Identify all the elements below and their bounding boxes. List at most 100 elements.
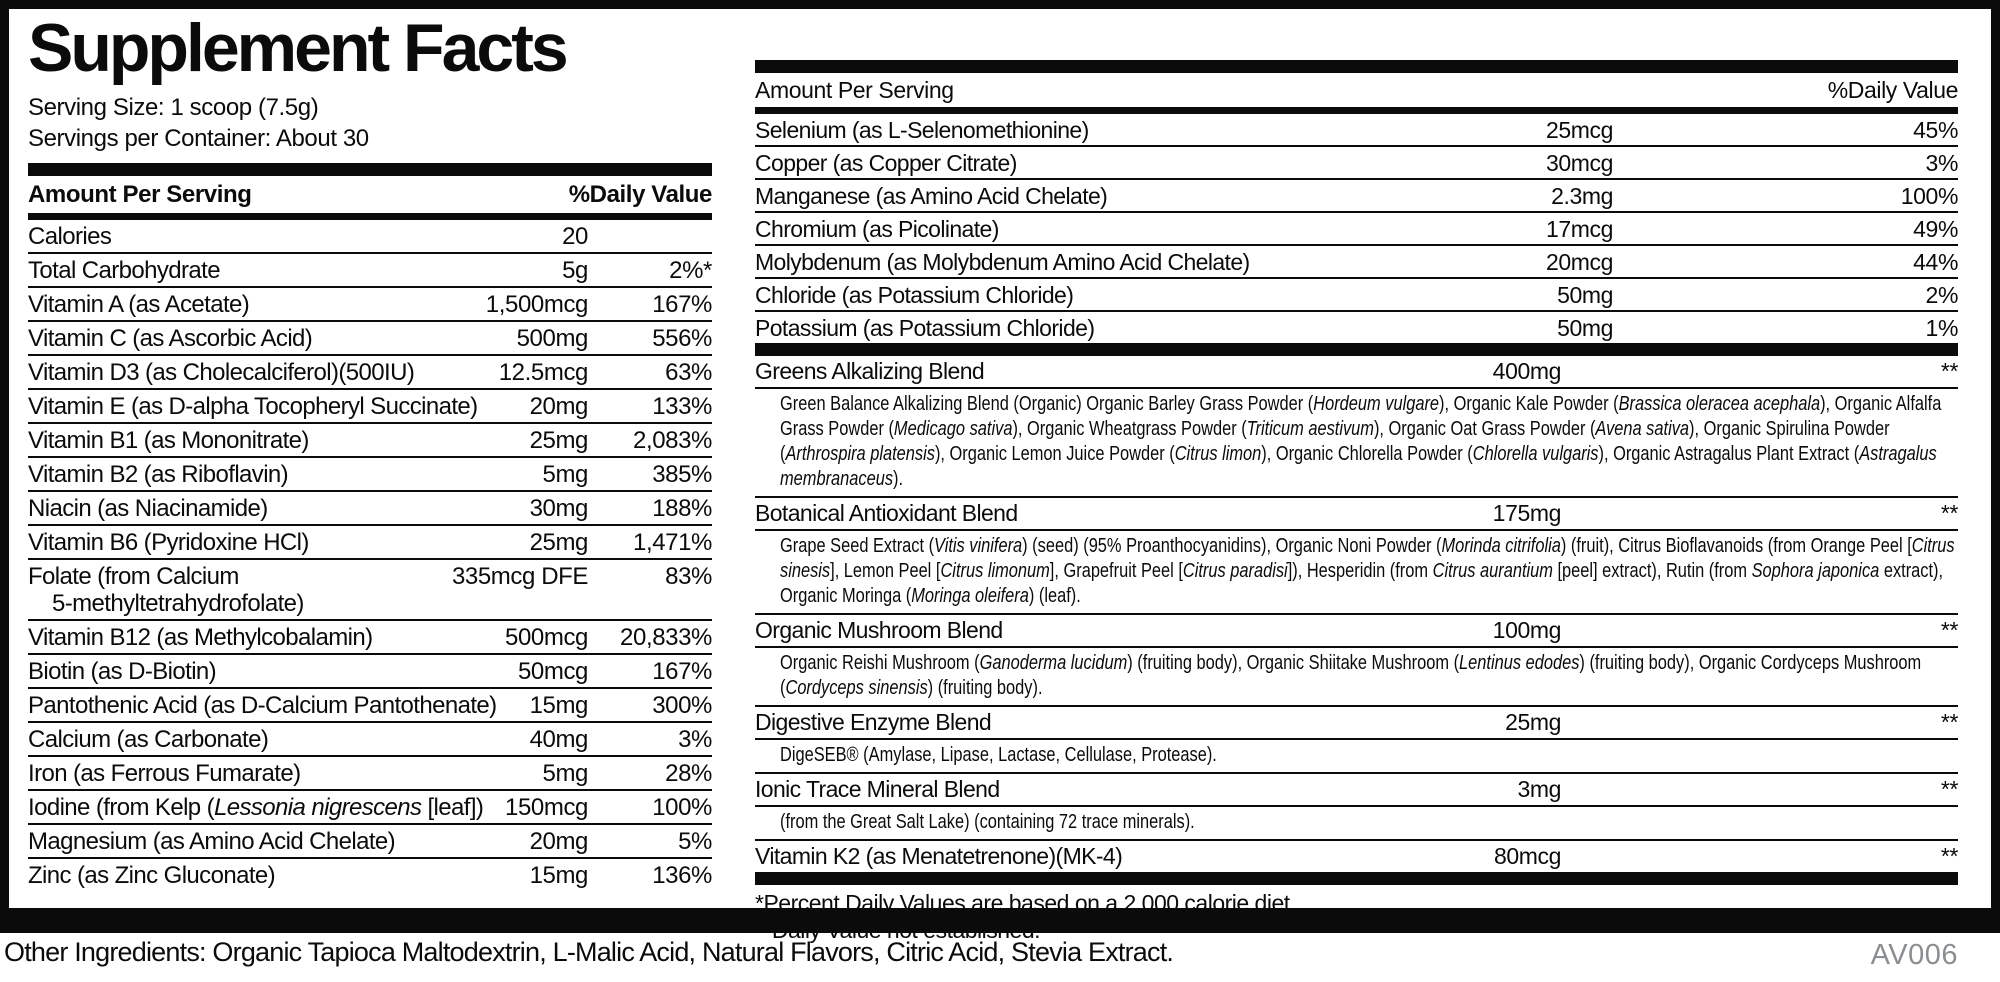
blend-description: DigeSEB® (Amylase, Lipase, Lactase, Cell… [755, 738, 1958, 772]
nutrient-amount: 20 [562, 223, 588, 251]
nutrient-daily-value: 5% [678, 828, 712, 856]
left-daily-value-header: %Daily Value [568, 181, 713, 209]
nutrient-row: Pantothenic Acid (as D-Calcium Pantothen… [28, 687, 712, 721]
nutrient-row: Niacin (as Niacinamide) 30mg 188% [28, 490, 712, 524]
nutrient-daily-value: 28% [665, 760, 712, 788]
nutrient-row: Potassium (as Potassium Chloride) 50mg 1% [755, 310, 1958, 343]
nutrient-amount: 50mg [1557, 315, 1613, 341]
nutrient-amount: 30mcg [1545, 150, 1613, 176]
nutrient-daily-value: 300% [652, 692, 712, 720]
nutrient-name: Manganese (as Amino Acid Chelate) [755, 183, 1108, 209]
other-ingredients-text: Other Ingredients: Organic Tapioca Malto… [4, 937, 1174, 967]
nutrient-name: Folate (from Calcium 5-methyltetrahydrofo… [28, 563, 712, 617]
blend-amount: 25mg [1505, 709, 1561, 735]
nutrient-daily-value: 1,471% [633, 529, 712, 557]
nutrient-name: Calories [28, 223, 112, 251]
nutrient-amount: 2.3mg [1551, 183, 1613, 209]
nutrient-amount: 1,500mcg [485, 291, 589, 319]
nutrient-name: Magnesium (as Amino Acid Chelate) [28, 828, 396, 856]
nutrient-row: Molybdenum (as Molybdenum Amino Acid Che… [755, 244, 1958, 277]
blend-daily-value: ** [1940, 617, 1959, 643]
nutrient-daily-value: 83% [665, 563, 712, 591]
servings-per-container-line: Servings per Container: About 30 [28, 125, 369, 153]
blend-description: Grape Seed Extract (Vitis vinifera) (see… [755, 529, 1958, 613]
nutrient-daily-value: 2%* [669, 257, 712, 285]
nutrient-row: Vitamin B2 (as Riboflavin) 5mg 385% [28, 456, 712, 490]
left-table-rows: Calories 20 Total Carbohydrate 5g 2%* Vitamin… [28, 220, 712, 891]
blend-description: (from the Great Salt Lake) (containing 7… [755, 805, 1958, 839]
nutrient-name: Iodine (from Kelp (Lessonia nigrescens [… [28, 794, 484, 822]
nutrient-row: Vitamin B12 (as Methylcobalamin) 500mcg 20… [28, 619, 712, 653]
blend-amount: 100mg [1492, 617, 1562, 643]
nutrient-amount: 5mg [542, 461, 589, 489]
label-border-left [0, 0, 9, 933]
nutrient-daily-value: 136% [652, 862, 712, 890]
nutrient-amount: 20mg [529, 393, 589, 421]
nutrient-daily-value: 1% [1925, 315, 1959, 341]
blend-amount: 3mg [1517, 776, 1561, 802]
left-header-top-bar [28, 163, 712, 177]
blend-name: Digestive Enzyme Blend [755, 709, 992, 735]
nutrient-name-line2: 5-methyltetrahydrofolate) [52, 590, 304, 618]
blend-amount: 400mg [1492, 358, 1562, 384]
nutrient-amount: 25mcg [1545, 117, 1613, 143]
nutrient-daily-value: 100% [1900, 183, 1959, 209]
nutrient-daily-value: 2% [1925, 282, 1959, 308]
nutrient-daily-value: 100% [652, 794, 712, 822]
nutrient-row: Chromium (as Picolinate) 17mcg 49% [755, 211, 1958, 244]
blend-description-text: Grape Seed Extract (Vitis vinifera) (see… [780, 535, 1955, 607]
nutrient-row: Magnesium (as Amino Acid Chelate) 20mg 5% [28, 823, 712, 857]
nutrient-row: Calories 20 [28, 220, 712, 252]
blend-row: Vitamin K2 (as Menatetrenone)(MK-4) 80mcg… [755, 839, 1958, 872]
nutrient-row: Manganese (as Amino Acid Chelate) 2.3mg 10… [755, 178, 1958, 211]
label-code: AV006 [1870, 939, 1958, 971]
blend-row: Organic Mushroom Blend 100mg ** [755, 613, 1958, 646]
nutrient-amount: 15mg [529, 862, 589, 890]
nutrient-amount: 25mg [529, 529, 589, 557]
nutrient-amount: 20mg [529, 828, 589, 856]
nutrient-name: Biotin (as D-Biotin) [28, 658, 217, 686]
right-header-bottom-bar [755, 107, 1958, 114]
nutrient-name: Vitamin B12 (as Methylcobalamin) [28, 624, 373, 652]
left-table-header: Amount Per Serving %Daily Value [28, 176, 712, 213]
blend-row: Greens Alkalizing Blend 400mg ** [755, 356, 1958, 387]
blend-section-bottom-bar [755, 872, 1958, 885]
nutrient-row: Vitamin A (as Acetate) 1,500mcg 167% [28, 286, 712, 320]
nutrient-name: Niacin (as Niacinamide) [28, 495, 268, 523]
nutrient-row: Vitamin C (as Ascorbic Acid) 500mg 556% [28, 320, 712, 354]
nutrient-amount: 500mg [516, 325, 589, 353]
nutrient-row: Folate (from Calcium 5-methyltetrahydrofo… [28, 558, 712, 619]
nutrient-name: Vitamin D3 (as Cholecalciferol)(500IU) [28, 359, 415, 387]
nutrient-row: Chloride (as Potassium Chloride) 50mg 2% [755, 277, 1958, 310]
blend-name: Organic Mushroom Blend [755, 617, 1003, 643]
right-table-header: Amount Per Serving %Daily Value [755, 73, 1958, 107]
nutrient-name: Vitamin C (as Ascorbic Acid) [28, 325, 313, 353]
nutrient-row: Vitamin E (as D-alpha Tocopheryl Succina… [28, 388, 712, 422]
blend-amount: 175mg [1492, 500, 1562, 526]
nutrient-row: Vitamin B1 (as Mononitrate) 25mg 2,083% [28, 422, 712, 456]
nutrient-daily-value: 133% [652, 393, 712, 421]
blend-row: Botanical Antioxidant Blend 175mg ** [755, 496, 1958, 529]
nutrient-name: Chloride (as Potassium Chloride) [755, 282, 1074, 308]
left-panel: Supplement Facts Serving Size: 1 scoop (… [28, 12, 712, 891]
nutrient-name: Zinc (as Zinc Gluconate) [28, 862, 276, 890]
nutrient-row: Selenium (as L-Selenomethionine) 25mcg 45% [755, 114, 1958, 145]
blend-description: Green Balance Alkalizing Blend (Organic)… [755, 387, 1958, 496]
nutrient-amount: 40mg [529, 726, 589, 754]
nutrient-row: Zinc (as Zinc Gluconate) 15mg 136% [28, 857, 712, 891]
blend-description-text: Organic Reishi Mushroom (Ganoderma lucid… [780, 652, 1922, 699]
nutrient-daily-value: 188% [652, 495, 712, 523]
nutrient-daily-value: 3% [678, 726, 712, 754]
blend-description-text: DigeSEB® (Amylase, Lipase, Lactase, Cell… [780, 744, 1217, 766]
nutrient-amount: 335mcg DFE [451, 563, 588, 591]
nutrient-daily-value: 167% [652, 291, 712, 319]
nutrient-amount: 12.5mcg [498, 359, 589, 387]
nutrient-name: Total Carbohydrate [28, 257, 221, 285]
left-header-bottom-bar [28, 213, 712, 221]
nutrient-name: Copper (as Copper Citrate) [755, 150, 1017, 176]
left-amount-per-serving-header: Amount Per Serving [28, 181, 252, 209]
serving-size-line: Serving Size: 1 scoop (7.5g) [28, 94, 319, 122]
blend-daily-value: ** [1940, 709, 1959, 735]
nutrient-name: Chromium (as Picolinate) [755, 216, 999, 242]
right-table-rows: Selenium (as L-Selenomethionine) 25mcg 45%… [755, 114, 1958, 343]
